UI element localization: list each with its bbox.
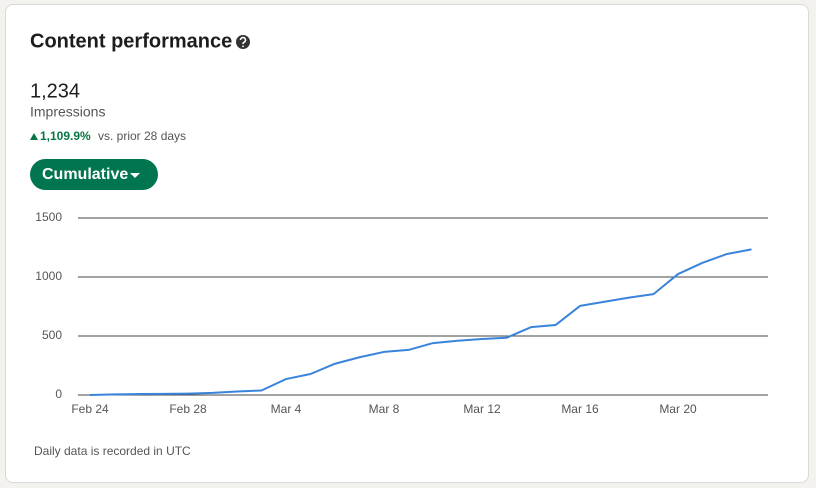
x-tick-label: Mar 12	[463, 402, 501, 416]
x-tick-label: Feb 28	[169, 402, 207, 416]
button-label[interactable]: Cumulative	[42, 166, 128, 183]
x-tick-label: Feb 24	[71, 402, 109, 416]
x-tick-label: Mar 4	[271, 402, 302, 416]
y-tick-label: 1000	[35, 269, 62, 283]
footnote: Daily data is recorded in UTC	[34, 444, 191, 458]
x-tick-label: Mar 16	[561, 402, 599, 416]
change-value: 1,109.9%	[40, 129, 91, 143]
y-tick-label: 1500	[35, 210, 62, 224]
line	[89, 248, 752, 396]
change-note: vs. prior 28 days	[98, 129, 186, 143]
y-tick-label: 0	[55, 387, 62, 401]
x-tick-label: Mar 20	[659, 402, 697, 416]
y-tick-label: 500	[42, 328, 62, 342]
metric-value: 1,234	[30, 80, 80, 102]
x-tick-label: Mar 8	[369, 402, 400, 416]
up-arrow	[30, 133, 38, 140]
card-title: Content performance	[30, 30, 232, 52]
cumulative-button[interactable]: Cumulative	[30, 159, 158, 190]
help-icon[interactable]	[236, 35, 250, 49]
card	[5, 4, 809, 483]
metric-label: Impressions	[30, 104, 105, 120]
